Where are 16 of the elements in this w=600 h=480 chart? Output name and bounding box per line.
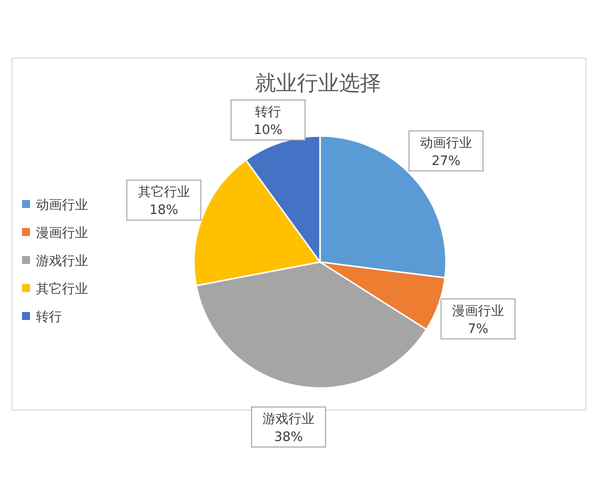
- legend-label: 漫画行业: [36, 226, 88, 241]
- data-label: 10%: [254, 123, 283, 138]
- slice-label: 漫画行业: [452, 304, 504, 319]
- data-label: 18%: [149, 203, 178, 218]
- chart-title: 就业行业选择: [255, 71, 381, 95]
- slice-label: 其它行业: [138, 184, 190, 200]
- data-label: 7%: [468, 322, 488, 337]
- data-label: 38%: [274, 430, 303, 446]
- legend-label: 其它行业: [36, 281, 88, 297]
- legend-label: 动画行业: [36, 198, 88, 213]
- data-label: 27%: [432, 154, 460, 169]
- legend-label: 转行: [36, 310, 62, 325]
- slice-label: 动画行业: [420, 136, 472, 151]
- slice-label: 游戏行业: [262, 412, 315, 428]
- slice-label: 转行: [255, 105, 282, 120]
- legend-label: 游戏行业: [36, 254, 88, 269]
